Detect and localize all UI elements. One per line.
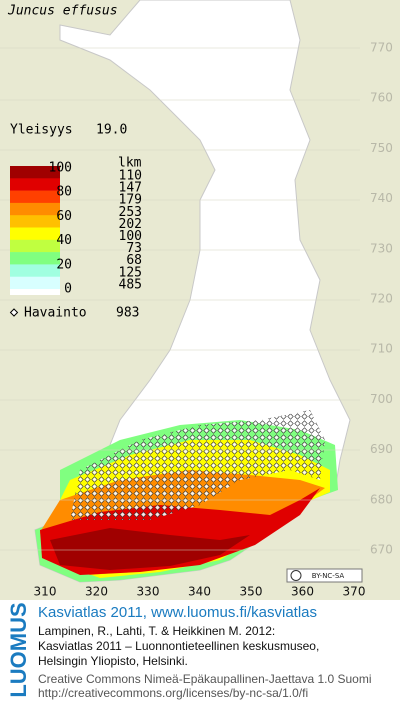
x-axis-label: 330 xyxy=(137,585,160,599)
legend-count: 73 xyxy=(126,241,142,256)
legend-swatch xyxy=(10,264,60,277)
legend-count: 202 xyxy=(119,217,142,232)
legend-header: lkm xyxy=(118,156,142,171)
footer-heading: Kasviatlas 2011, www.luomus.fi/kasviatla… xyxy=(38,604,317,621)
citation-line: Kasviatlas 2011 – Luonnontieteellinen ke… xyxy=(38,639,319,653)
legend-scale-label: 40 xyxy=(56,233,72,248)
legend-count: 179 xyxy=(119,193,142,208)
legend-scale-label: 100 xyxy=(49,161,72,176)
legend-swatch xyxy=(10,202,60,216)
legend-scale-label: 60 xyxy=(56,209,72,224)
y-axis-label: 750 xyxy=(370,141,393,155)
legend-swatch xyxy=(10,276,60,290)
species-title: Juncus effusus xyxy=(7,4,118,19)
y-axis-label: 770 xyxy=(370,41,393,55)
y-axis-label: 760 xyxy=(370,91,393,105)
x-axis-label: 360 xyxy=(291,585,314,599)
frequency-value: 19.0 xyxy=(96,123,127,138)
x-axis-label: 350 xyxy=(240,585,263,599)
x-axis-label: 310 xyxy=(34,585,57,599)
x-axis-label: 340 xyxy=(188,585,211,599)
y-axis-label: 700 xyxy=(370,392,393,406)
x-axis-label: 320 xyxy=(85,585,108,599)
legend-swatch xyxy=(10,178,60,191)
legend-scale-label: 0 xyxy=(64,282,72,297)
brand: LUOMUS xyxy=(6,602,31,697)
y-axis: 770 760 750 740 730 720 710 700 690 680 670 xyxy=(370,41,393,557)
x-axis-label: 370 xyxy=(343,585,366,599)
zone-darkred xyxy=(50,528,250,570)
legend-swatch xyxy=(10,190,60,204)
y-axis-label: 690 xyxy=(370,442,393,456)
observations-value: 983 xyxy=(116,306,139,321)
y-axis-label: 710 xyxy=(370,342,393,356)
observation-symbol xyxy=(9,308,19,317)
license-badge-text: BY-NC-SA xyxy=(312,572,345,580)
citation-line: Helsingin Yliopisto, Helsinki. xyxy=(38,654,188,668)
y-axis-label: 670 xyxy=(370,543,393,557)
observations-label: Havainto xyxy=(24,306,87,321)
legend-count: 485 xyxy=(119,277,142,292)
observation-cells xyxy=(70,410,325,520)
legend-scale-label: 80 xyxy=(56,185,72,200)
license-line: Creative Commons Nimeä-Epäkaupallinen-Ja… xyxy=(38,672,372,686)
legend-swatch xyxy=(10,239,60,253)
x-axis: 310 320 330 340 350 360 370 xyxy=(34,585,366,599)
y-axis-label: 740 xyxy=(370,191,393,205)
license: Creative Commons Nimeä-Epäkaupallinen-Ja… xyxy=(38,672,372,700)
footer xyxy=(0,600,400,702)
y-axis-label: 720 xyxy=(370,292,393,306)
cc-icon xyxy=(290,570,302,581)
citation-line: Lampinen, R., Lahti, T. & Heikkinen M. 2… xyxy=(38,624,275,638)
legend-swatch xyxy=(10,252,60,265)
license-badge xyxy=(286,568,363,583)
frequency-label: Yleisyys xyxy=(10,123,73,138)
map xyxy=(0,0,360,583)
legend-swatch xyxy=(10,227,60,241)
legend-swatch xyxy=(10,215,60,228)
legend-count: 147 xyxy=(119,181,142,196)
legend-count: 100 xyxy=(119,229,142,244)
citation: Lampinen, R., Lahti, T. & Heikkinen M. 2… xyxy=(38,624,319,668)
legend-count: 110 xyxy=(119,169,142,184)
y-axis-label: 730 xyxy=(370,241,393,255)
legend-scale-label: 20 xyxy=(56,257,72,272)
legend-count: 125 xyxy=(119,265,142,280)
y-axis-label: 680 xyxy=(370,492,393,506)
legend-count: 253 xyxy=(119,205,142,220)
legend-count: 68 xyxy=(126,253,142,268)
license-line: http://creativecommons.org/licenses/by-n… xyxy=(38,686,308,700)
legend-swatch xyxy=(10,166,60,179)
legend-swatch xyxy=(10,289,60,295)
